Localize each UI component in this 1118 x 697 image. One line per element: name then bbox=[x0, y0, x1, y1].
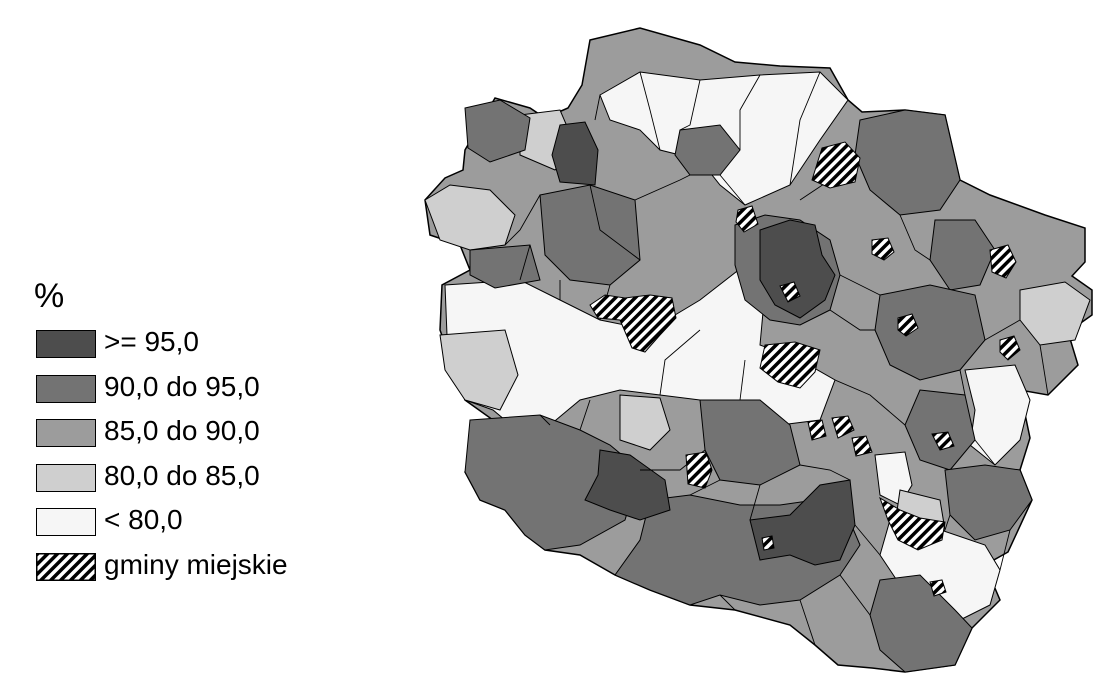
urban-gmina bbox=[685, 451, 713, 489]
zone-95-plus bbox=[759, 219, 836, 319]
zone-below-80 bbox=[964, 364, 1031, 466]
zone-80-85 bbox=[619, 394, 671, 451]
zone-90-95 bbox=[854, 109, 961, 216]
legend-label: 85,0 do 90,0 bbox=[104, 415, 260, 446]
legend-label: 90,0 do 95,0 bbox=[104, 370, 260, 402]
zone-95-plus bbox=[551, 121, 599, 186]
urban-gmina bbox=[759, 341, 821, 389]
legend-item-urban: gminy miejskie bbox=[34, 549, 354, 596]
legend-item-85-90: 85,0 do 90,0 bbox=[34, 415, 354, 462]
zone-80-85 bbox=[439, 329, 519, 411]
zone-95-plus bbox=[584, 449, 671, 521]
urban-gmina bbox=[851, 435, 873, 457]
legend-swatch bbox=[36, 330, 96, 358]
urban-gmina bbox=[779, 281, 801, 303]
legend-swatch-hatch bbox=[36, 552, 96, 581]
urban-gmina bbox=[931, 431, 955, 451]
legend-swatch bbox=[36, 419, 96, 447]
legend-title: % bbox=[34, 277, 65, 315]
urban-gmina bbox=[989, 244, 1017, 279]
urban-gmina bbox=[897, 313, 919, 337]
urban-gmina bbox=[999, 335, 1021, 361]
legend-swatch bbox=[36, 463, 96, 492]
legend-label: < 80,0 bbox=[104, 504, 183, 535]
urban-gmina bbox=[871, 237, 895, 261]
legend-swatch bbox=[36, 374, 96, 403]
legend-label: >= 95,0 bbox=[104, 326, 199, 357]
legend-item-80-85: 80,0 do 85,0 bbox=[34, 460, 354, 507]
urban-municipalities bbox=[589, 141, 1021, 597]
zone-95-plus bbox=[749, 479, 856, 566]
urban-gmina bbox=[735, 205, 759, 233]
legend-label: 80,0 do 85,0 bbox=[104, 459, 260, 491]
legend-item-below-80: < 80,0 bbox=[34, 504, 354, 551]
urban-gmina bbox=[929, 579, 947, 597]
urban-gmina bbox=[879, 496, 946, 551]
legend-item-95-plus: >= 95,0 bbox=[34, 326, 354, 373]
legend-item-90-95: 90,0 do 95,0 bbox=[34, 371, 354, 418]
map-legend: % >= 95,0 90,0 do 95,0 85,0 do 90,0 80,0… bbox=[34, 276, 354, 595]
legend-swatch bbox=[36, 508, 96, 536]
urban-gmina bbox=[807, 419, 827, 441]
zone-90-95 bbox=[944, 464, 1033, 541]
zone-90-95 bbox=[469, 244, 541, 289]
urban-gmina bbox=[761, 535, 775, 551]
urban-gmina bbox=[831, 415, 855, 439]
zone-80-85 bbox=[424, 184, 516, 251]
zone-90-95 bbox=[464, 99, 531, 163]
legend-label: gminy miejskie bbox=[104, 548, 288, 580]
urban-gmina bbox=[589, 294, 677, 353]
zone-90-95 bbox=[539, 184, 641, 286]
urban-gmina bbox=[811, 141, 861, 189]
